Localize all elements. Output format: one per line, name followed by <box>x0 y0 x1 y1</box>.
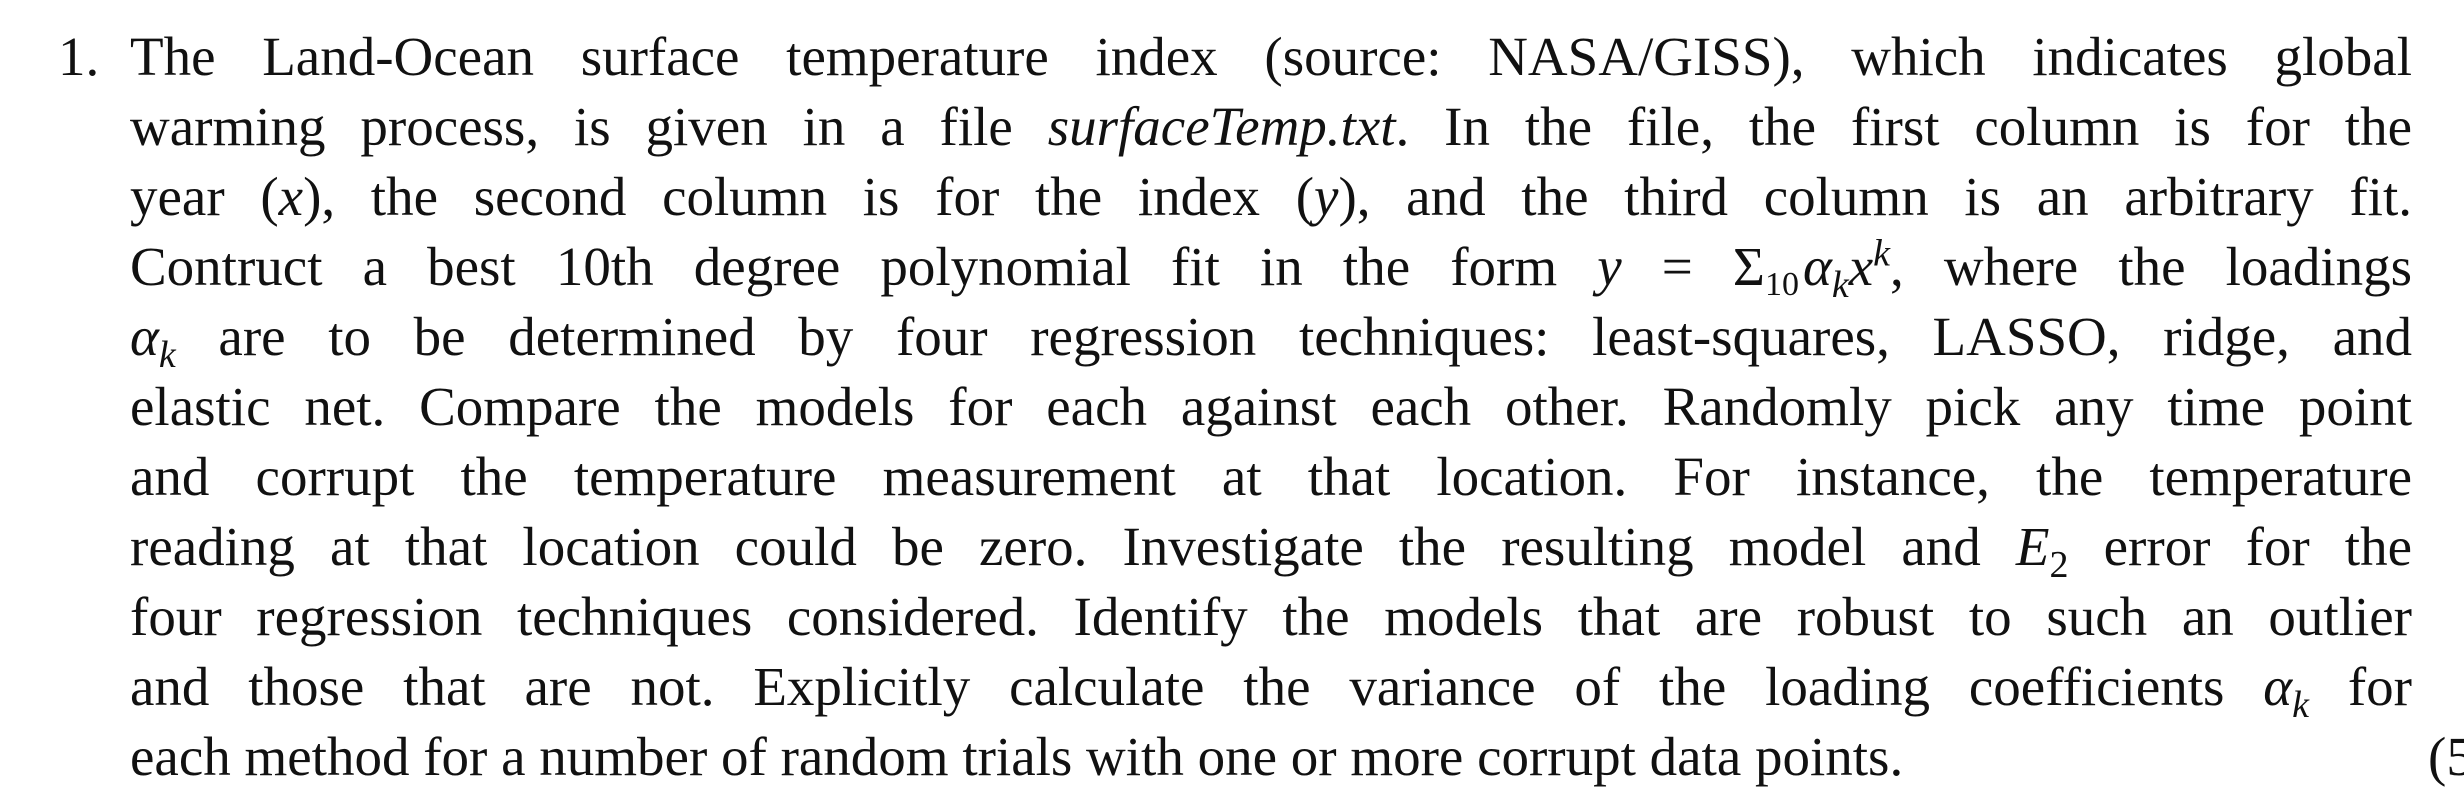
text-line: warming process, is given in a file surf… <box>130 92 2412 162</box>
math: y <box>1314 166 1339 227</box>
points: (5 <box>2428 726 2464 787</box>
text: error for the <box>2068 516 2412 577</box>
text: elastic net. Compare the models for each… <box>130 376 2412 437</box>
text: and corrupt the temperature measurement … <box>130 446 2412 507</box>
text-line: each method for a number of random trial… <box>130 722 2412 792</box>
text: reading at that location could be zero. … <box>130 516 2016 577</box>
text-line: The Land-Ocean surface temperature index… <box>130 22 2412 92</box>
text-line: year (x), the second column is for the i… <box>130 162 2412 232</box>
math: 0 <box>1765 298 1799 303</box>
limits: 100 <box>1764 266 1799 303</box>
math: k <box>2292 684 2310 722</box>
text: The Land-Ocean surface temperature index… <box>130 26 2412 87</box>
math: k <box>1873 232 1890 275</box>
text: year ( <box>130 166 279 227</box>
text: are to be determined by four regression … <box>175 306 2412 367</box>
problem-number: 1. <box>58 26 100 87</box>
text-line: αk are to be determined by four regressi… <box>130 302 2412 372</box>
math: E <box>2015 516 2050 577</box>
text: Contruct a best 10th degree polynomial f… <box>130 236 1598 297</box>
text-line: elastic net. Compare the models for each… <box>130 372 2412 442</box>
text-line: reading at that location could be zero. … <box>130 512 2412 582</box>
math: 2 <box>2049 544 2069 582</box>
text: and those that are not. Explicitly calcu… <box>130 656 2264 717</box>
text: ), and the third column is an arbitrary … <box>1338 166 2412 227</box>
text: four regression techniques considered. I… <box>130 586 2412 647</box>
math: α <box>2263 656 2293 717</box>
filename: surfaceTemp.txt <box>1047 96 1396 157</box>
math: α <box>130 306 159 367</box>
text-line: Contruct a best 10th degree polynomial f… <box>130 232 2412 302</box>
math: y <box>1597 236 1622 297</box>
text-line: four regression techniques considered. I… <box>130 582 2412 652</box>
text-line: and those that are not. Explicitly calcu… <box>130 652 2412 722</box>
problem-text: The Land-Ocean surface temperature index… <box>130 22 2412 792</box>
math: 10 <box>1764 266 1799 302</box>
math: = Σ <box>1621 236 1765 297</box>
math: k <box>158 334 176 372</box>
math: x <box>278 166 304 227</box>
text-line: and corrupt the temperature measurement … <box>130 442 2412 512</box>
text: . In the file, the first column is for t… <box>1395 96 2412 157</box>
math: k <box>1831 264 1849 302</box>
text: each method for a number of random trial… <box>130 726 1904 787</box>
text: , where the loadings <box>1889 236 2412 297</box>
text: for <box>2309 656 2412 717</box>
text: ), the second column is for the index ( <box>303 166 1315 227</box>
math: x <box>1848 236 1874 297</box>
text: warming process, is given in a file <box>130 96 1048 157</box>
math: α <box>1802 236 1832 297</box>
